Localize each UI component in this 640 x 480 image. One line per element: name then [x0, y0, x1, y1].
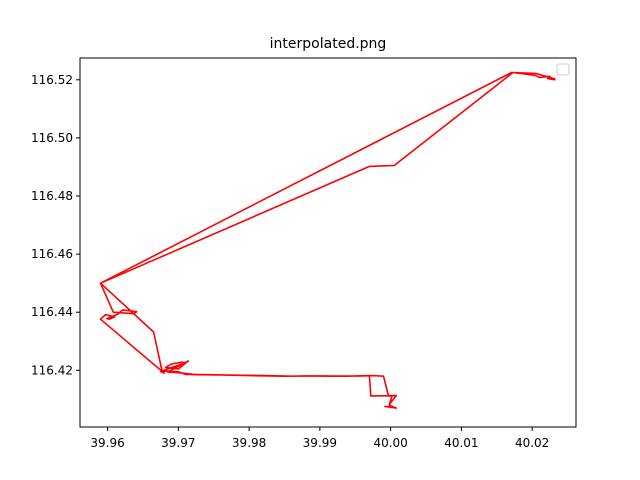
chart-title: interpolated.png — [270, 36, 387, 52]
y-tick-label: 116.48 — [31, 189, 73, 203]
x-tick-label: 40.01 — [444, 436, 478, 450]
y-tick-label: 116.52 — [31, 73, 73, 87]
x-tick-label: 39.99 — [303, 436, 337, 450]
axes-frame — [79, 57, 577, 428]
x-tick-label: 40.00 — [373, 436, 407, 450]
legend-box — [556, 63, 570, 76]
y-axis: 116.42 116.44 116.46 116.48 116.50 116.52 — [31, 73, 80, 377]
plot-area — [99, 71, 556, 409]
y-tick-label: 116.44 — [31, 305, 73, 319]
x-tick-label: 39.98 — [232, 436, 266, 450]
series-line-1 — [99, 71, 556, 409]
y-tick-label: 116.46 — [31, 247, 73, 261]
x-tick-label: 39.96 — [90, 436, 124, 450]
x-tick-label: 40.02 — [515, 436, 549, 450]
x-axis: 39.96 39.97 39.98 39.99 40.00 40.01 40.02 — [90, 427, 549, 450]
legend[interactable] — [556, 63, 570, 76]
y-tick-label: 116.50 — [31, 131, 73, 145]
x-tick-label: 39.97 — [161, 436, 195, 450]
y-tick-label: 116.42 — [31, 363, 73, 377]
